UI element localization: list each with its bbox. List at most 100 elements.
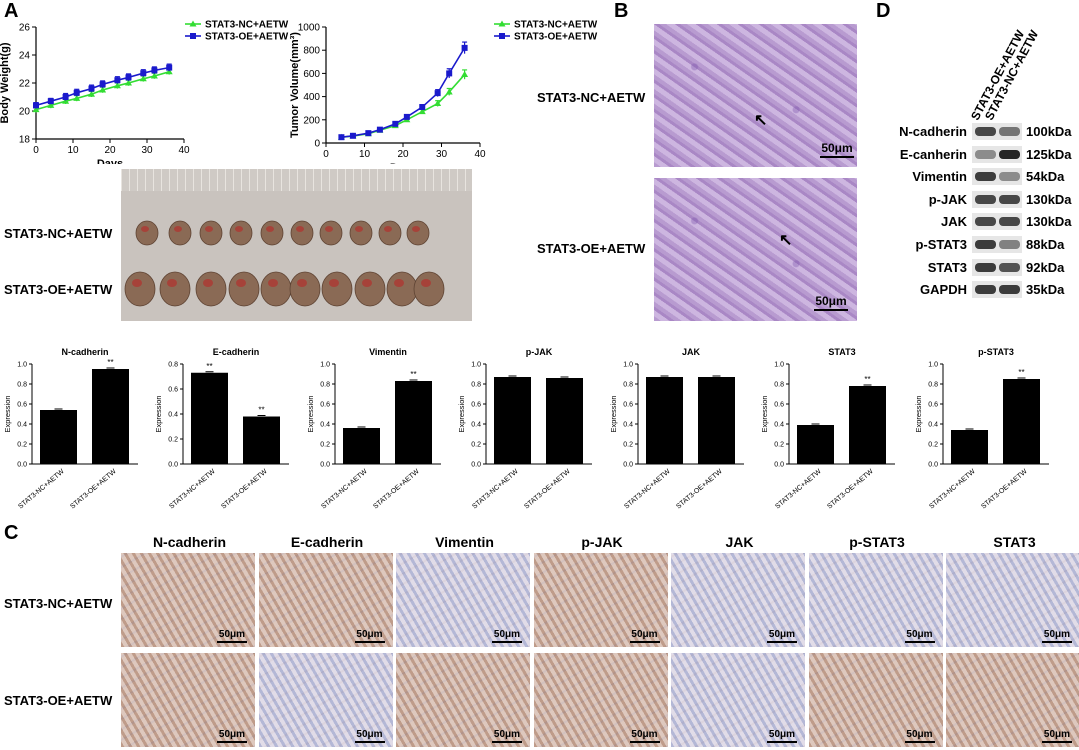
y-tick-label: 24 bbox=[19, 51, 31, 62]
tumor-highlight bbox=[297, 279, 307, 287]
significance-label: ** bbox=[410, 370, 416, 379]
scale-label: 50μm bbox=[493, 729, 521, 740]
tumor-samples bbox=[124, 220, 445, 307]
tumor-highlight bbox=[412, 226, 420, 232]
blot-row-label: JAK bbox=[940, 214, 967, 230]
x-tick-label: STAT3-NC+AETW bbox=[168, 468, 217, 511]
bar bbox=[849, 386, 886, 464]
x-tick-label: 20 bbox=[397, 149, 409, 160]
he-image-oe: ↖ 50μm bbox=[654, 178, 857, 321]
tumor-sample bbox=[159, 271, 191, 307]
ihc-image: 50μm bbox=[258, 653, 393, 747]
ihc-image: 50μm bbox=[396, 553, 530, 647]
ihc-column-title: JAK bbox=[725, 534, 754, 550]
tumor-sample bbox=[260, 220, 284, 246]
data-point bbox=[33, 102, 39, 109]
scale-bar: 50μm bbox=[904, 729, 935, 743]
ihc-image: 50μm bbox=[533, 553, 668, 647]
bar bbox=[797, 425, 834, 464]
blot-strip bbox=[972, 168, 1022, 186]
tumor-highlight bbox=[384, 226, 392, 232]
bar bbox=[191, 372, 228, 464]
y-axis-label: Expression bbox=[914, 395, 923, 432]
panel-c-label: C bbox=[4, 522, 19, 544]
bar-chart-title: p-STAT3 bbox=[978, 347, 1014, 357]
blot-strip bbox=[972, 258, 1022, 276]
y-tick-label: 0.6 bbox=[320, 402, 330, 409]
bar bbox=[951, 430, 988, 464]
ihc-image: 50μm bbox=[671, 553, 805, 647]
x-tick-label: STAT3-NC+AETW bbox=[774, 468, 823, 511]
scale-label: 50μm bbox=[906, 729, 933, 740]
scale-label: 50μm bbox=[821, 141, 853, 155]
tumor-highlight bbox=[355, 226, 363, 232]
y-tick-label: 1000 bbox=[298, 23, 321, 34]
data-point bbox=[139, 75, 147, 82]
scale-bar: 50μm bbox=[767, 729, 797, 743]
blot-strip bbox=[972, 281, 1022, 299]
data-point bbox=[99, 86, 107, 93]
tumor-sample bbox=[406, 220, 430, 246]
y-tick-label: 22 bbox=[19, 79, 31, 90]
y-axis-label: Tumor Volume(mm³) bbox=[289, 32, 301, 138]
x-tick-label: 30 bbox=[436, 149, 448, 160]
tumor-sample bbox=[124, 271, 156, 307]
y-tick-label: 0.6 bbox=[471, 402, 481, 409]
scale-label: 50μm bbox=[1043, 729, 1071, 740]
tumor-highlight bbox=[205, 226, 213, 232]
panel-b-label: B bbox=[614, 0, 629, 22]
x-tick-label: STAT3-OE+AETW bbox=[826, 468, 875, 511]
legend-label: STAT3-OE+AETW bbox=[514, 32, 598, 43]
y-tick-label: 0 bbox=[314, 139, 320, 150]
data-point bbox=[47, 98, 54, 105]
y-tick-label: 0.6 bbox=[168, 387, 178, 394]
tumor-highlight bbox=[268, 279, 278, 287]
data-point bbox=[62, 94, 69, 100]
scale-bar: 50μm bbox=[217, 729, 247, 743]
data-point bbox=[419, 104, 426, 111]
tumor-photo bbox=[121, 169, 472, 321]
y-tick-label: 1.0 bbox=[774, 362, 784, 369]
significance-label: ** bbox=[864, 375, 870, 384]
data-point bbox=[418, 108, 426, 115]
data-point bbox=[392, 120, 399, 127]
ihc-column-title: N-cadherin bbox=[152, 534, 227, 550]
blot-band bbox=[999, 262, 1020, 272]
blot-kda-label: 100kDa bbox=[1026, 124, 1072, 139]
data-point bbox=[140, 70, 147, 77]
bar bbox=[494, 377, 531, 464]
ihc-image: 50μm bbox=[671, 653, 805, 747]
tumor-highlight bbox=[296, 226, 304, 232]
scale-label: 50μm bbox=[1043, 629, 1071, 640]
data-point bbox=[150, 72, 158, 79]
x-tick-label: STAT3-OE+AETW bbox=[523, 468, 572, 511]
he-row-label-nc: STAT3-NC+AETW bbox=[537, 90, 646, 105]
scale-bar: 50μm bbox=[217, 629, 247, 643]
data-point bbox=[446, 70, 453, 77]
blot-band bbox=[975, 149, 996, 159]
y-tick-label: 0.8 bbox=[928, 382, 938, 389]
y-tick-label: 400 bbox=[303, 92, 320, 103]
scale-label: 50μm bbox=[768, 629, 796, 640]
bar-chart-2: Vimentin 0.0 0.2 0.4 0.6 0.8 1.0 Expression STAT… bbox=[306, 347, 441, 510]
tumor-highlight bbox=[329, 279, 339, 287]
ihc-image: 50μm bbox=[121, 653, 255, 747]
tumor-highlight bbox=[167, 279, 177, 287]
x-tick-label: STAT3-NC+AETW bbox=[623, 468, 672, 511]
arrow-icon: ↖ bbox=[754, 112, 768, 129]
blot-kda-label: 88kDa bbox=[1026, 237, 1065, 252]
tumor-sample bbox=[168, 220, 192, 246]
bar bbox=[343, 428, 380, 464]
scale-label: 50μm bbox=[493, 629, 521, 640]
tumor-highlight bbox=[362, 279, 372, 287]
blot-band bbox=[975, 127, 996, 136]
bar-chart-1: E-cadherin 0.0 0.2 0.4 0.6 0.8 Expression ** STA… bbox=[154, 347, 289, 511]
data-point bbox=[125, 79, 132, 86]
data-point bbox=[47, 101, 55, 108]
blot-kda-label: 130kDa bbox=[1026, 191, 1072, 207]
tumor-sample bbox=[413, 271, 445, 307]
blot-row-label: N-cadherin bbox=[899, 124, 967, 139]
y-axis-label: Expression bbox=[457, 395, 466, 432]
blot-kda-label: 125kDa bbox=[1026, 146, 1072, 162]
y-tick-label: 26 bbox=[19, 23, 31, 34]
